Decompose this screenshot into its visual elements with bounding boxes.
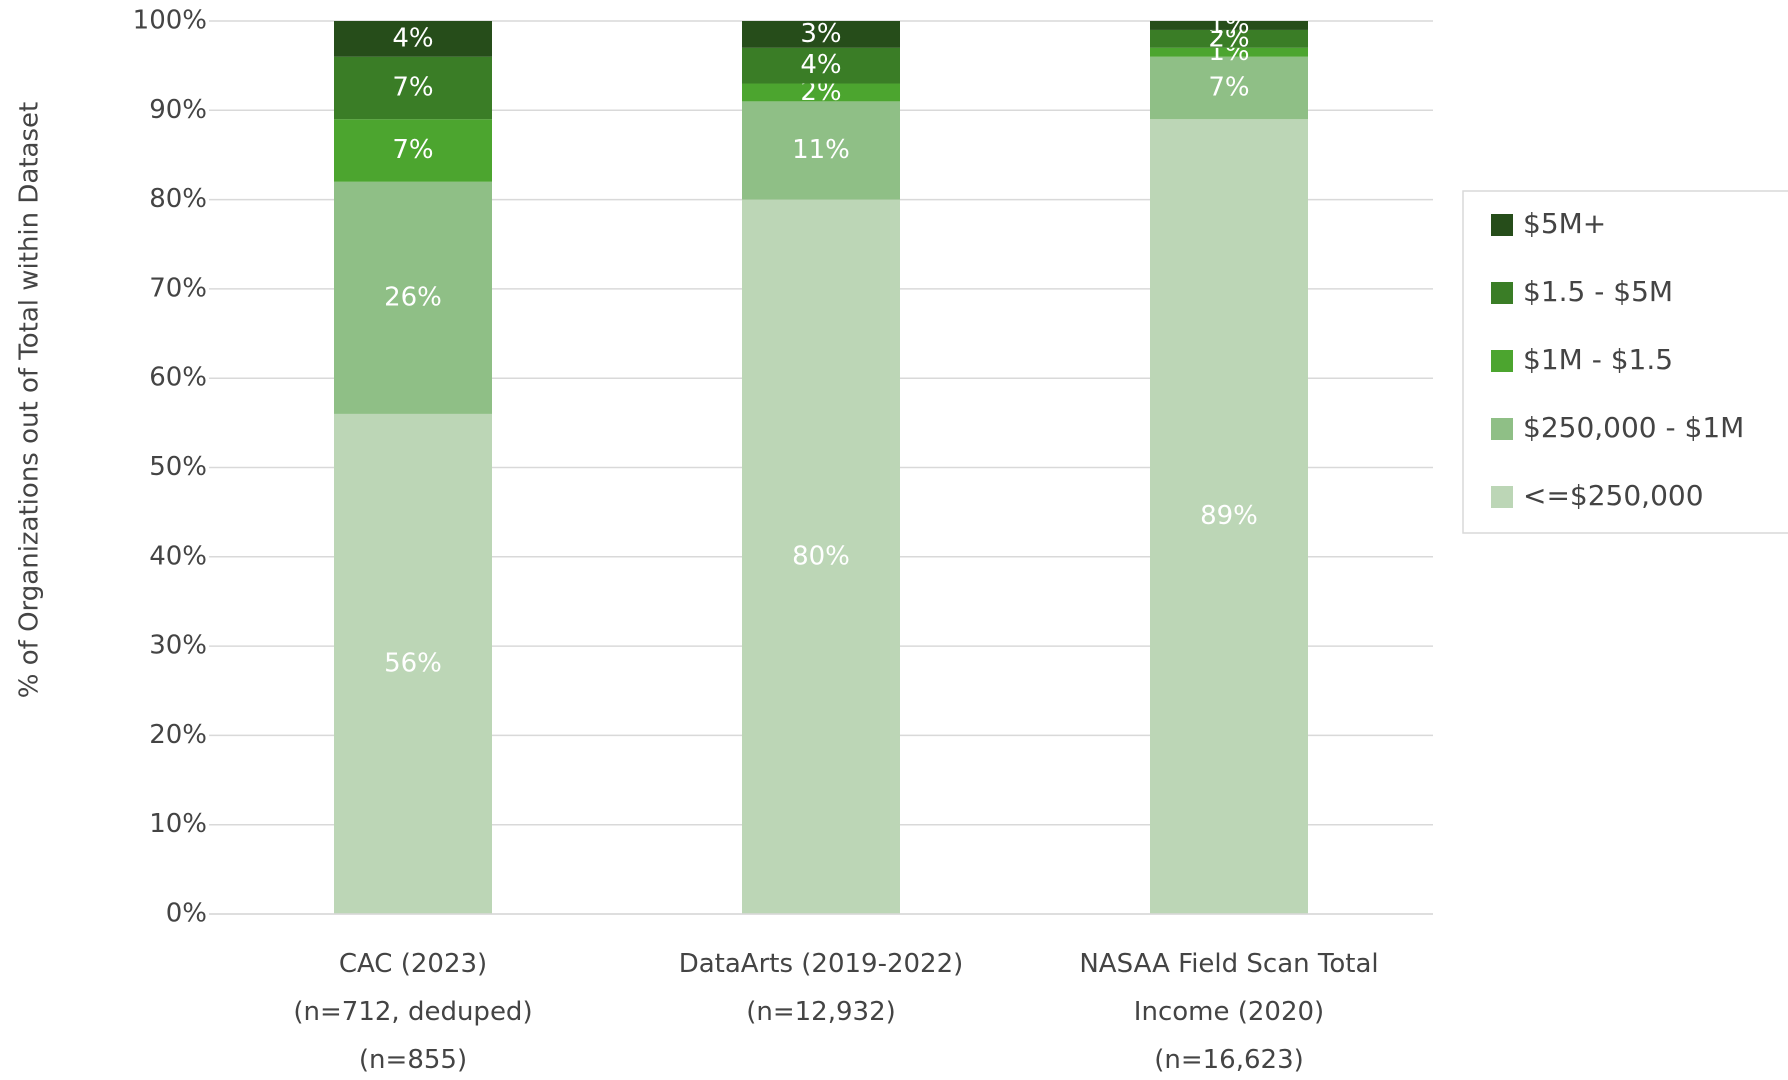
data-label: 1% (1208, 10, 1249, 40)
bar-segment (742, 199, 900, 915)
bar-segment (334, 119, 492, 182)
data-label: 7% (392, 135, 433, 165)
bar-segment (334, 56, 492, 120)
x-tick-label: NASAA Field Scan Total Income (2020) (n=16… (1079, 949, 1378, 1075)
legend-box (1462, 190, 1788, 534)
bar-segment (1150, 47, 1308, 57)
legend-label: $1.5 - $5M (1523, 275, 1673, 308)
legend-swatch (1491, 214, 1513, 236)
data-label: 7% (392, 72, 433, 102)
data-label: 80% (792, 541, 850, 571)
x-tick-label: CAC (2023) (n=712, deduped) (n=855) (293, 949, 532, 1075)
y-tick-label: 80% (149, 184, 207, 214)
legend-label: $250,000 - $1M (1523, 411, 1744, 444)
legend-swatch (1491, 418, 1513, 440)
bar-segment (1150, 119, 1308, 915)
y-tick-label: 60% (149, 363, 207, 393)
bar-segment (334, 413, 492, 914)
data-label: 7% (1208, 72, 1249, 102)
bar-segment (742, 47, 900, 84)
data-label: 11% (792, 135, 850, 165)
y-tick-label: 20% (149, 720, 207, 750)
bar-segment (742, 21, 900, 48)
y-tick-label: 90% (149, 95, 207, 125)
legend-swatch (1491, 486, 1513, 508)
legend-swatch (1491, 282, 1513, 304)
legend-swatch (1491, 350, 1513, 372)
y-tick-label: 70% (149, 273, 207, 303)
data-label: 56% (384, 648, 442, 678)
bar-segment (742, 101, 900, 200)
y-tick-label: 30% (149, 631, 207, 661)
bar-segment (742, 83, 900, 102)
y-tick-label: 40% (149, 541, 207, 571)
legend-label: <=$250,000 (1523, 479, 1704, 512)
legend-label: $5M+ (1523, 207, 1606, 240)
y-tick-label: 100% (133, 6, 207, 36)
data-label: 3% (800, 19, 841, 49)
bar-segment (334, 181, 492, 414)
bar-segment (1150, 29, 1308, 48)
data-label: 4% (800, 50, 841, 80)
y-tick-label: 10% (149, 809, 207, 839)
y-tick-label: 0% (166, 899, 207, 929)
data-label: 89% (1200, 501, 1258, 531)
bar-segment (1150, 21, 1308, 30)
data-label: 26% (384, 282, 442, 312)
x-tick-label: DataArts (2019-2022) (n=12,932) (679, 949, 964, 1027)
bar-segment (334, 21, 492, 57)
bar-segment (1150, 56, 1308, 120)
y-tick-label: 50% (149, 452, 207, 482)
data-label: 4% (392, 23, 433, 53)
legend-label: $1M - $1.5 (1523, 343, 1673, 376)
y-axis-label: % of Organizations out of Total within D… (15, 102, 45, 698)
